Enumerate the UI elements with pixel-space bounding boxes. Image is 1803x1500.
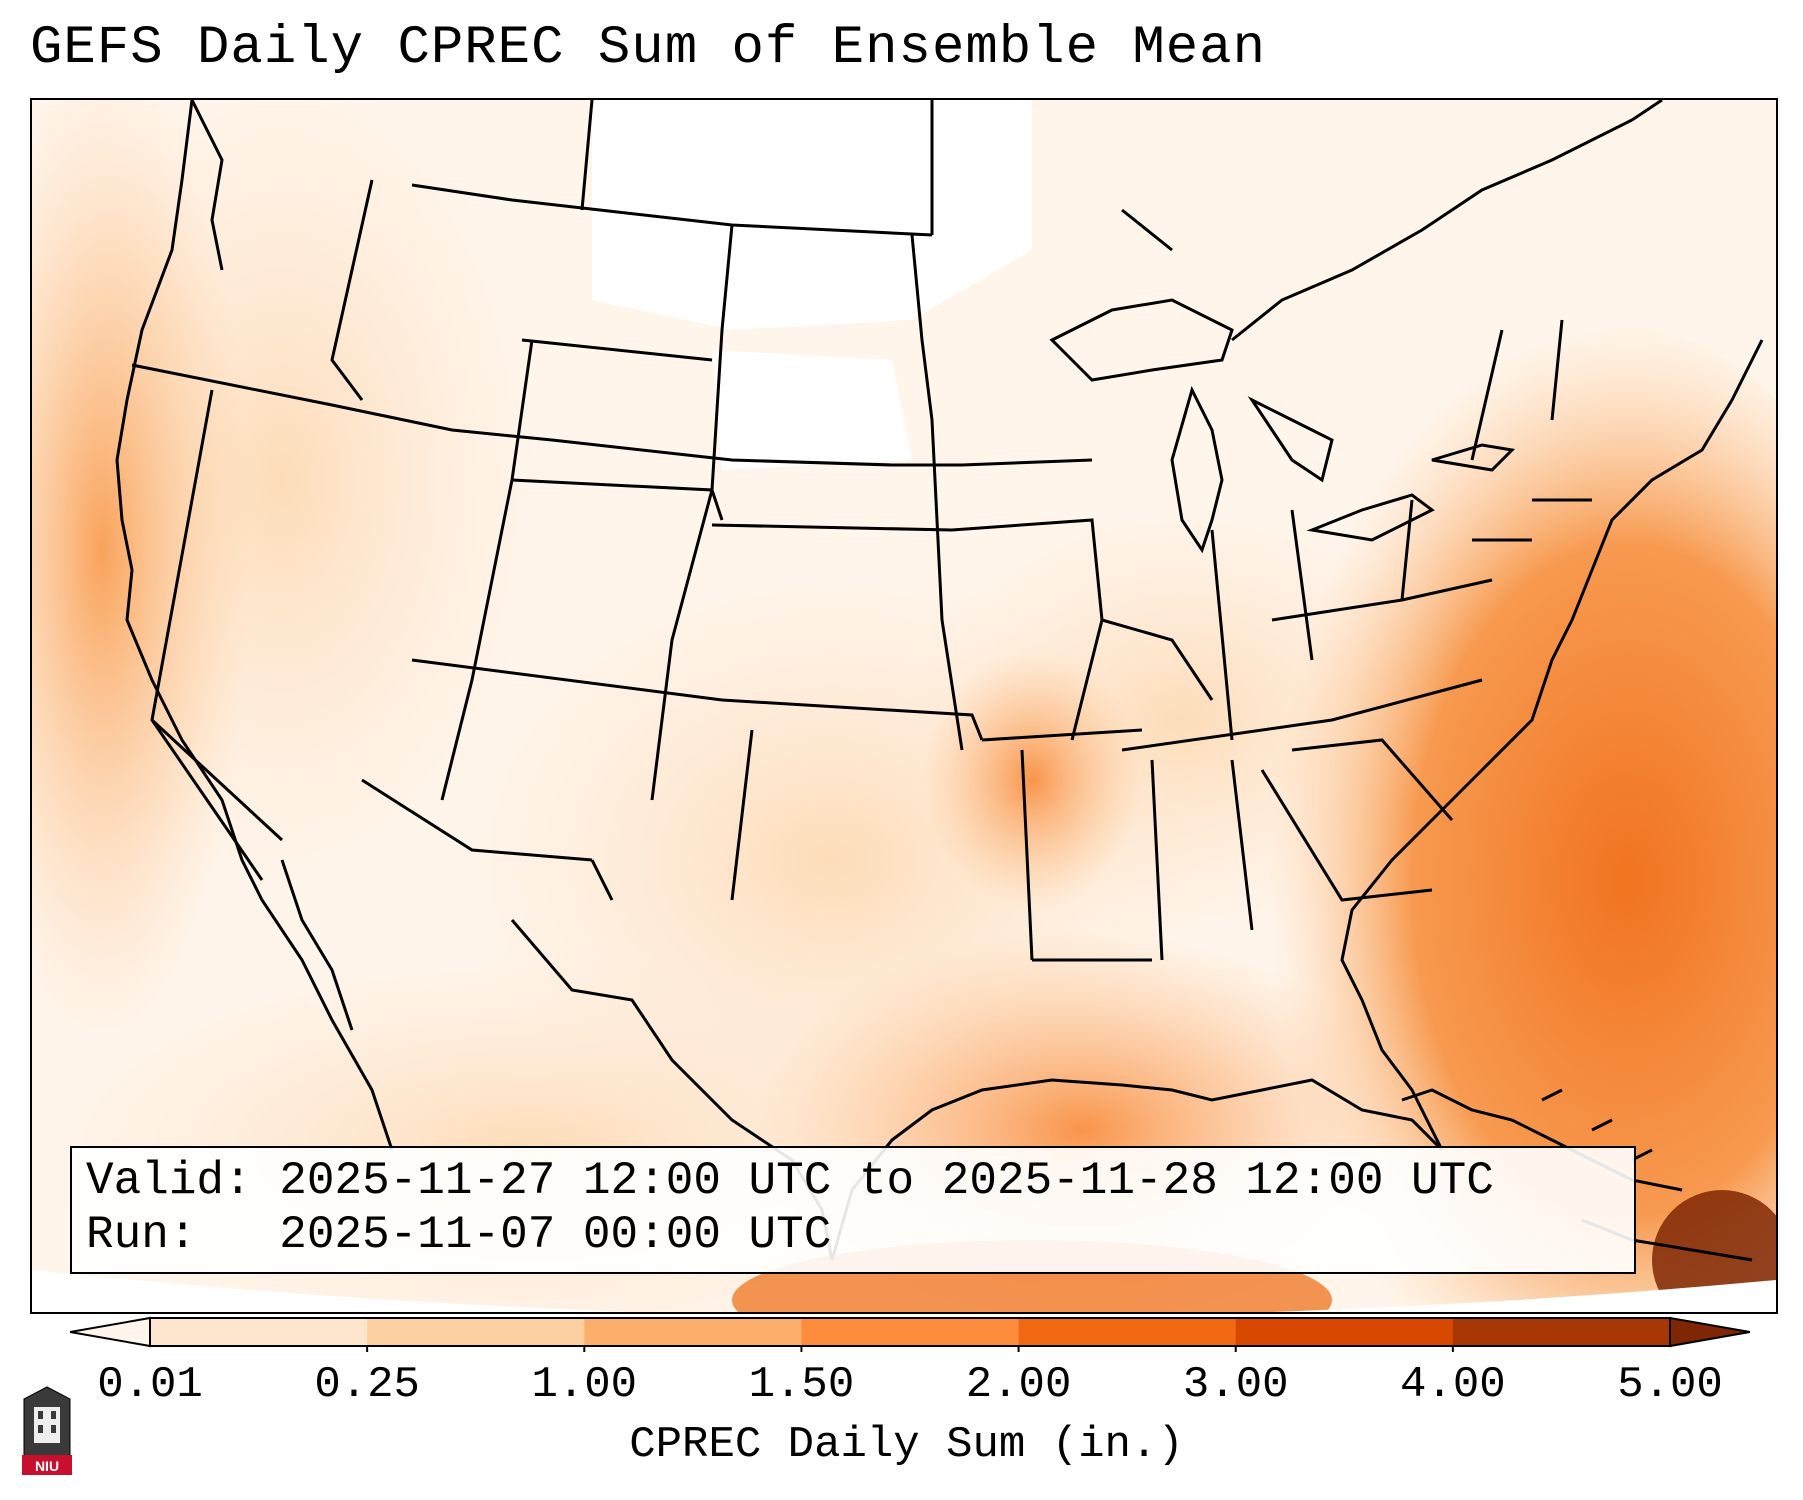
logo-text: NIU: [35, 1458, 59, 1474]
dry-area-dakotas: [712, 350, 912, 470]
dry-area-north: [592, 100, 1032, 330]
run-label: Run:: [86, 1209, 197, 1261]
colorbar-segment: [1235, 1318, 1454, 1346]
colorbar-segment: [584, 1318, 802, 1346]
colorbar-segments: [150, 1318, 1671, 1352]
colorbar-min-arrow: [70, 1316, 151, 1348]
colorbar-max-arrow: [1669, 1316, 1750, 1348]
colorbar-segment: [1452, 1318, 1671, 1346]
precip-max: [1652, 1190, 1776, 1312]
valid-label: Valid:: [86, 1155, 252, 1207]
colorbar-segment: [1018, 1318, 1237, 1346]
great-lakes: [1049, 298, 1516, 554]
valid-run-box: Valid: 2025-11-27 12:00 UTC to 2025-11-2…: [70, 1146, 1636, 1274]
colorbar: [70, 1316, 1750, 1352]
colorbar-segment: [367, 1318, 585, 1346]
map-title: GEFS Daily CPREC Sum of Ensemble Mean: [30, 18, 1266, 79]
colorbar-outline: [149, 1317, 1671, 1347]
precip-map: [32, 100, 1776, 1312]
colorbar-segment: [801, 1318, 1020, 1346]
colorbar-tick-label: 0.01: [97, 1360, 203, 1410]
projection-edge: [32, 1270, 1776, 1312]
colorbar-tick-label: 3.00: [1182, 1360, 1289, 1410]
colorbar-segment: [150, 1318, 368, 1346]
colorbar-tick-label: 2.00: [965, 1360, 1072, 1410]
precip-pacific: [32, 100, 252, 1050]
state-borders: [131, 100, 1592, 962]
map-panel: Valid: 2025-11-27 12:00 UTC to 2025-11-2…: [30, 98, 1778, 1314]
colorbar-tick-label: 0.25: [314, 1360, 420, 1410]
colorbar-tick-label: 1.50: [748, 1360, 855, 1410]
run-value: 2025-11-07 00:00 UTC: [279, 1209, 832, 1261]
colorbar-tick-label: 1.00: [531, 1360, 638, 1410]
valid-value: 2025-11-27 12:00 UTC to 2025-11-28 12:00…: [279, 1155, 1494, 1207]
colorbar-label: CPREC Daily Sum (in.): [629, 1420, 1184, 1470]
colorbar-tick-label: 5.00: [1617, 1360, 1723, 1410]
niu-logo: NIU: [22, 1386, 72, 1475]
colorbar-tick-label: 4.00: [1400, 1360, 1506, 1410]
precip-arkansas: [922, 650, 1142, 910]
